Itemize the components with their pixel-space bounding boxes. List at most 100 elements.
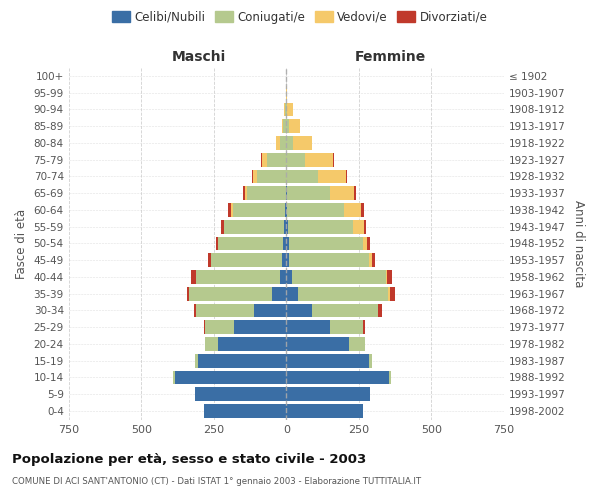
Bar bbox=[189, 287, 272, 300]
Bar bbox=[286, 270, 292, 284]
Text: Femmine: Femmine bbox=[355, 50, 427, 64]
Bar bbox=[211, 254, 282, 267]
Bar bbox=[390, 287, 395, 300]
Bar bbox=[204, 320, 205, 334]
Bar bbox=[285, 203, 286, 217]
Bar bbox=[289, 254, 369, 267]
Bar bbox=[287, 186, 331, 200]
Bar bbox=[361, 203, 364, 217]
Bar bbox=[221, 220, 224, 234]
Bar bbox=[333, 153, 334, 166]
Bar bbox=[234, 320, 286, 334]
Bar bbox=[362, 236, 367, 250]
Bar bbox=[286, 337, 349, 351]
Bar bbox=[195, 388, 286, 401]
Bar bbox=[198, 354, 286, 368]
Bar bbox=[218, 236, 283, 250]
Bar bbox=[257, 170, 286, 183]
Text: Maschi: Maschi bbox=[172, 50, 226, 64]
Bar bbox=[254, 304, 286, 318]
Bar bbox=[253, 170, 257, 183]
Bar bbox=[286, 370, 389, 384]
Bar bbox=[285, 102, 286, 117]
Bar bbox=[208, 254, 211, 267]
Bar bbox=[228, 203, 232, 217]
Bar bbox=[286, 320, 330, 334]
Bar bbox=[280, 136, 286, 150]
Bar bbox=[205, 320, 234, 334]
Bar bbox=[298, 287, 388, 300]
Bar bbox=[305, 153, 333, 166]
Bar bbox=[346, 170, 347, 183]
Bar bbox=[286, 120, 289, 133]
Bar bbox=[286, 388, 370, 401]
Bar bbox=[369, 254, 372, 267]
Bar bbox=[286, 236, 289, 250]
Bar bbox=[386, 270, 387, 284]
Text: COMUNE DI ACI SANT'ANTONIO (CT) - Dati ISTAT 1° gennaio 2003 - Elaborazione TUTT: COMUNE DI ACI SANT'ANTONIO (CT) - Dati I… bbox=[12, 478, 421, 486]
Bar bbox=[313, 304, 378, 318]
Legend: Celibi/Nubili, Coniugati/e, Vedovi/e, Divorziati/e: Celibi/Nubili, Coniugati/e, Vedovi/e, Di… bbox=[107, 6, 493, 28]
Bar bbox=[289, 120, 300, 133]
Bar bbox=[330, 320, 363, 334]
Bar bbox=[354, 186, 356, 200]
Bar bbox=[331, 186, 354, 200]
Bar bbox=[252, 170, 253, 183]
Bar bbox=[196, 270, 280, 284]
Bar bbox=[286, 304, 313, 318]
Bar bbox=[277, 136, 280, 150]
Bar bbox=[283, 120, 286, 133]
Bar bbox=[282, 120, 283, 133]
Bar bbox=[363, 320, 365, 334]
Bar bbox=[245, 186, 247, 200]
Bar bbox=[286, 203, 287, 217]
Bar bbox=[293, 136, 311, 150]
Bar bbox=[353, 220, 364, 234]
Bar bbox=[372, 254, 376, 267]
Bar bbox=[268, 153, 286, 166]
Bar bbox=[280, 270, 286, 284]
Bar bbox=[282, 254, 286, 267]
Bar bbox=[288, 220, 353, 234]
Bar bbox=[286, 354, 369, 368]
Bar bbox=[196, 354, 198, 368]
Bar bbox=[196, 304, 254, 318]
Bar bbox=[318, 170, 346, 183]
Bar bbox=[344, 203, 361, 217]
Bar bbox=[287, 102, 293, 117]
Y-axis label: Fasce di età: Fasce di età bbox=[15, 208, 28, 278]
Bar bbox=[283, 236, 286, 250]
Bar bbox=[286, 220, 288, 234]
Bar bbox=[286, 170, 318, 183]
Bar bbox=[247, 186, 286, 200]
Y-axis label: Anni di nascita: Anni di nascita bbox=[572, 200, 585, 287]
Bar bbox=[284, 220, 286, 234]
Bar bbox=[233, 203, 285, 217]
Bar bbox=[243, 186, 245, 200]
Bar bbox=[261, 153, 262, 166]
Bar bbox=[262, 153, 268, 166]
Bar bbox=[378, 304, 382, 318]
Bar bbox=[286, 153, 305, 166]
Bar bbox=[191, 270, 196, 284]
Bar bbox=[364, 220, 367, 234]
Bar bbox=[388, 287, 390, 300]
Bar bbox=[367, 236, 370, 250]
Bar bbox=[389, 370, 391, 384]
Bar bbox=[232, 203, 233, 217]
Bar bbox=[203, 404, 286, 418]
Bar bbox=[286, 287, 298, 300]
Bar bbox=[387, 270, 392, 284]
Bar bbox=[272, 287, 286, 300]
Bar bbox=[224, 220, 284, 234]
Bar bbox=[369, 354, 373, 368]
Text: Popolazione per età, sesso e stato civile - 2003: Popolazione per età, sesso e stato civil… bbox=[12, 452, 366, 466]
Bar bbox=[286, 102, 287, 117]
Bar bbox=[173, 370, 175, 384]
Bar bbox=[175, 370, 286, 384]
Bar bbox=[205, 337, 218, 351]
Bar bbox=[286, 136, 293, 150]
Bar bbox=[218, 337, 286, 351]
Bar bbox=[286, 254, 289, 267]
Bar bbox=[289, 236, 362, 250]
